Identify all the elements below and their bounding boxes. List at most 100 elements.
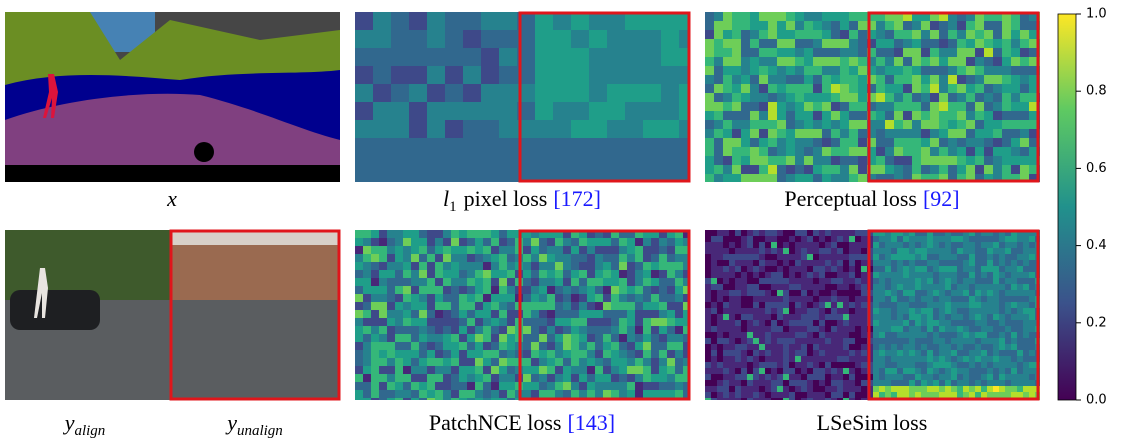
heat-cell (553, 156, 571, 174)
heat-cell (858, 156, 867, 165)
heat-cell (789, 338, 795, 344)
heat-cell (771, 266, 777, 272)
heat-cell (717, 236, 723, 242)
heat-cell (987, 302, 993, 308)
heat-cell (927, 380, 933, 386)
heat-cell (483, 230, 491, 238)
heat-cell (786, 84, 795, 93)
heat-cell (957, 380, 963, 386)
heat-cell (1029, 260, 1035, 266)
heat-cell (849, 356, 855, 362)
heat-cell (813, 248, 819, 254)
heat-cell (625, 66, 643, 84)
heat-cell (403, 366, 411, 374)
heat-cell (957, 272, 963, 278)
heat-cell (750, 75, 759, 84)
heat-cell (831, 236, 837, 242)
heat-cell (1017, 362, 1023, 368)
heat-cell (732, 30, 741, 39)
heat-cell (711, 230, 717, 236)
heat-cell (801, 284, 807, 290)
heat-cell (831, 356, 837, 362)
heat-cell (831, 165, 840, 174)
heat-cell (849, 12, 858, 21)
heat-cell (411, 342, 419, 350)
heat-cell (659, 342, 667, 350)
heat-cell (876, 120, 885, 129)
heat-cell (981, 314, 987, 320)
heat-cell (858, 120, 867, 129)
heat-cell (1029, 272, 1035, 278)
heat-cell (387, 358, 395, 366)
heat-cell (957, 147, 966, 156)
heat-cell (411, 382, 419, 390)
heat-cell (1023, 242, 1029, 248)
heat-cell (705, 308, 711, 314)
heat-cell (987, 320, 993, 326)
heat-cell (855, 368, 861, 374)
heat-cell (741, 284, 747, 290)
heat-cell (459, 230, 467, 238)
heat-cell (876, 66, 885, 75)
heat-cell (930, 57, 939, 66)
heat-cell (714, 93, 723, 102)
heat-cell (714, 174, 723, 182)
heat-cell (759, 39, 768, 48)
heat-cell (903, 147, 912, 156)
heat-cell (705, 254, 711, 260)
heat-cell (897, 278, 903, 284)
heat-cell (555, 350, 563, 358)
heat-cell (939, 266, 945, 272)
heat-cell (885, 344, 891, 350)
heat-cell (951, 338, 957, 344)
heat-cell (759, 236, 765, 242)
heat-cell (975, 326, 981, 332)
heat-cell (993, 386, 999, 392)
heat-cell (849, 266, 855, 272)
heat-cell (491, 374, 499, 382)
heat-cell (837, 392, 843, 398)
heat-cell (909, 308, 915, 314)
heat-cell (855, 254, 861, 260)
heat-cell (891, 374, 897, 380)
heat-cell (491, 366, 499, 374)
heat-cell (819, 260, 825, 266)
heat-cell (635, 270, 643, 278)
heat-cell (750, 165, 759, 174)
heat-cell (759, 156, 768, 165)
heat-cell (1005, 392, 1011, 398)
heat-cell (801, 320, 807, 326)
heat-cell (909, 350, 915, 356)
heat-cell (957, 84, 966, 93)
heat-cell (813, 21, 822, 30)
heat-cell (825, 248, 831, 254)
heat-cell (963, 374, 969, 380)
heat-cell (849, 75, 858, 84)
heat-cell (387, 294, 395, 302)
heat-cell (651, 382, 659, 390)
heat-cell (355, 326, 363, 334)
heat-cell (783, 266, 789, 272)
heat-cell (741, 84, 750, 93)
heat-cell (993, 290, 999, 296)
heat-cell (909, 248, 915, 254)
heat-cell (741, 362, 747, 368)
heat-cell (435, 238, 443, 246)
heat-cell (843, 380, 849, 386)
heat-cell (831, 266, 837, 272)
heat-cell (443, 390, 451, 398)
heat-cell (933, 320, 939, 326)
heat-cell (957, 260, 963, 266)
heat-cell (759, 129, 768, 138)
heat-cell (741, 260, 747, 266)
heat-cell (711, 260, 717, 266)
heat-cell (927, 368, 933, 374)
heat-cell (625, 120, 643, 138)
heat-cell (587, 358, 595, 366)
heat-cell (571, 156, 589, 174)
heat-cell (957, 392, 963, 398)
heat-cell (849, 102, 858, 111)
heat-cell (387, 366, 395, 374)
heat-cell (747, 326, 753, 332)
heat-cell (1029, 374, 1035, 380)
